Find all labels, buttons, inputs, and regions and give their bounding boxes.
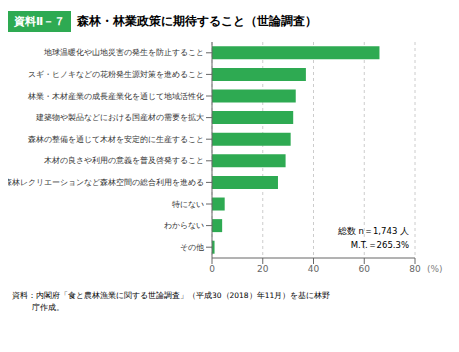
svg-text:わからない: わからない: [164, 221, 204, 230]
svg-text:木材の良さや利用の意義を普及啓発すること: 木材の良さや利用の意義を普及啓発すること: [44, 156, 204, 165]
svg-text:スギ・ヒノキなどの花粉発生源対策を進めること: スギ・ヒノキなどの花粉発生源対策を進めること: [28, 70, 204, 79]
svg-text:森林レクリエーションなど森林空間の総合利用を進める: 森林レクリエーションなど森林空間の総合利用を進める: [8, 178, 204, 187]
svg-text:(%): (%): [427, 264, 443, 274]
svg-text:80: 80: [409, 264, 421, 274]
html-text:資料：内閣府「食と農林漁業に関する世論調査」（平成30（20: 資料：内閣府「食と農林漁業に関する世論調査」（平成30（2018）年11月）を基…: [12, 291, 331, 300]
html-text:森林・林業政策に期待すること（世論調査）: 森林・林業政策に期待すること（世論調査）: [77, 13, 318, 28]
svg-text:地球温暖化や山地災害の発生を防止すること: 地球温暖化や山地災害の発生を防止すること: [43, 48, 204, 57]
svg-text:林業・木材産業の成長産業化を通じて地域活性化: 林業・木材産業の成長産業化を通じて地域活性化: [27, 92, 204, 101]
html-text:M.T.＝265.3%: M.T.＝265.3%: [350, 240, 409, 250]
html-text:総数 n＝1,743 人: 総数 n＝1,743 人: [337, 226, 409, 236]
svg-text:40: 40: [308, 264, 320, 274]
svg-text:60: 60: [359, 264, 371, 274]
svg-text:森林の整備を通じて木材を安定的に生産すること: 森林の整備を通じて木材を安定的に生産すること: [28, 135, 204, 144]
svg-text:特にない: 特にない: [172, 200, 204, 209]
html-text:資料Ⅱ－７: 資料Ⅱ－７: [14, 14, 66, 28]
svg-text:建築物や製品などにおける国産材の需要を拡大: 建築物や製品などにおける国産材の需要を拡大: [35, 113, 204, 122]
svg-text:0: 0: [209, 264, 215, 274]
svg-text:その他: その他: [180, 243, 204, 252]
svg-text:20: 20: [257, 264, 269, 274]
html-text:庁作成。: 庁作成。: [32, 303, 64, 312]
